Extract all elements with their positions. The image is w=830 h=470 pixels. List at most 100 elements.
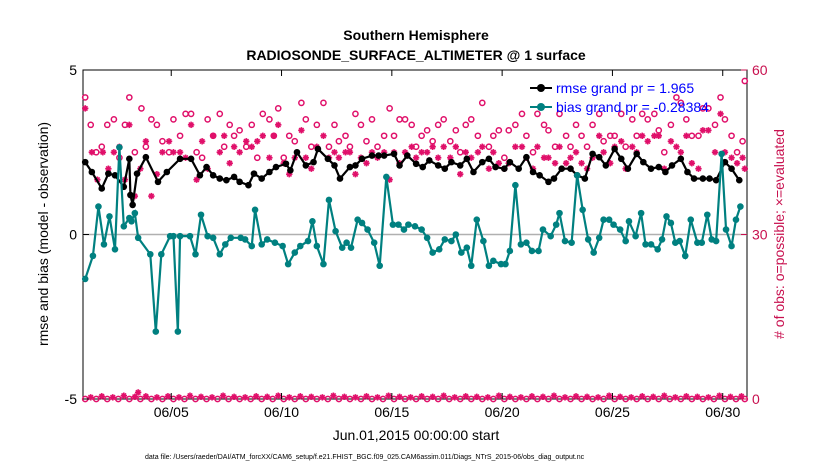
rmse-point-9 bbox=[133, 170, 141, 177]
obs-possible-marker-33 bbox=[266, 116, 273, 123]
obs-evaluated-marker-103-stroke-3 bbox=[651, 132, 658, 139]
bias-point-21 bbox=[197, 211, 205, 219]
obs-evaluated-bottom-marker-2 bbox=[109, 394, 116, 401]
obs-possible-marker-52 bbox=[368, 116, 376, 123]
obs-evaluated-marker-120 bbox=[741, 165, 748, 172]
obs-evaluated-bottom-marker-58-stroke-3 bbox=[716, 392, 723, 399]
obs-evaluated-marker-34-stroke-3 bbox=[271, 132, 277, 139]
obs-possible-bottom-marker-33 bbox=[445, 395, 453, 403]
bias-point-64 bbox=[452, 231, 460, 238]
rmse-point-23 bbox=[250, 170, 258, 177]
rmse-point-4 bbox=[111, 171, 119, 179]
obs-evaluated-marker-17-stroke-3 bbox=[177, 149, 183, 156]
obs-possible-marker-17 bbox=[176, 132, 184, 140]
bias-point-114 bbox=[718, 150, 725, 158]
obs-evaluated-marker-68 bbox=[457, 170, 464, 178]
obs-possible-marker-61 bbox=[418, 132, 425, 140]
rmse-point-62 bbox=[536, 171, 543, 179]
obs-evaluated-bottom-marker-37 bbox=[484, 394, 491, 401]
obs-evaluated-marker-66-stroke-3 bbox=[447, 154, 454, 161]
rmse-point-32 bbox=[314, 145, 322, 153]
rmse-point-7 bbox=[127, 191, 134, 199]
obs-evaluated-marker-71 bbox=[474, 149, 482, 156]
obs-evaluated-marker-25-stroke-3 bbox=[221, 132, 227, 139]
obs-evaluated-bottom-marker-13 bbox=[219, 392, 227, 399]
bias-point-0 bbox=[81, 275, 89, 283]
obs-evaluated-marker-41 bbox=[308, 165, 315, 172]
obs-evaluated-marker-112 bbox=[699, 127, 707, 134]
bias-point-73 bbox=[502, 260, 509, 268]
obs-possible-marker-120 bbox=[741, 77, 749, 85]
bias-point-43 bbox=[332, 227, 339, 235]
obs-evaluated-marker-97 bbox=[618, 138, 625, 145]
bias-point-80 bbox=[539, 226, 547, 233]
obs-evaluated-bottom-marker-38-stroke-3 bbox=[496, 392, 502, 399]
obs-evaluated-marker-89-stroke-3 bbox=[573, 149, 579, 156]
obs-possible-marker-28 bbox=[236, 126, 243, 134]
obs-possible-bottom-marker-2 bbox=[103, 395, 111, 403]
obs-evaluated-marker-34 bbox=[270, 132, 278, 139]
obs-evaluated-marker-33-stroke-3 bbox=[266, 154, 273, 161]
bias-point-90 bbox=[595, 234, 603, 242]
obs-evaluated-marker-1 bbox=[88, 149, 96, 156]
obs-possible-bottom-marker-3 bbox=[114, 395, 122, 403]
obs-possible-marker-42 bbox=[313, 121, 321, 129]
obs-evaluated-bottom-marker-10 bbox=[186, 392, 194, 399]
rmse-point-46 bbox=[419, 163, 427, 171]
obs-possible-bottom-marker-55 bbox=[688, 395, 696, 403]
bias-point-19 bbox=[186, 232, 194, 240]
y-tick-label: 5 bbox=[69, 62, 77, 78]
bias-point-69 bbox=[480, 237, 487, 245]
obs-evaluated-marker-116 bbox=[721, 149, 729, 156]
obs-evaluated-bottom-marker-25-stroke-3 bbox=[352, 394, 359, 401]
obs-evaluated-bottom-marker-8-stroke-3 bbox=[165, 393, 171, 400]
rmse-point-76 bbox=[640, 158, 647, 166]
obs-possible-marker-93 bbox=[595, 110, 603, 118]
obs-evaluated-bottom-marker-0 bbox=[87, 394, 94, 401]
obs-evaluated-marker-48 bbox=[346, 149, 354, 156]
rmse-point-88 bbox=[728, 165, 735, 172]
y-axis-label-right: # of obs: o=possible; ×=evaluated bbox=[771, 129, 787, 339]
bias-point-3 bbox=[100, 241, 108, 248]
obs-evaluated-bottom-marker-56 bbox=[694, 393, 701, 401]
rmse-point-52 bbox=[463, 155, 471, 163]
bias-point-84 bbox=[561, 237, 569, 245]
obs-possible-marker-115 bbox=[717, 94, 724, 101]
obs-evaluated-marker-64 bbox=[434, 154, 442, 161]
obs-possible-bottom-marker-29 bbox=[401, 395, 409, 403]
rmse-point-73 bbox=[617, 155, 625, 163]
obs-evaluated-marker-94-stroke-3 bbox=[600, 149, 607, 156]
obs-possible-marker-75 bbox=[495, 126, 503, 134]
obs-evaluated-bottom-marker-19 bbox=[286, 394, 293, 401]
obs-possible-marker-26 bbox=[226, 121, 234, 129]
obs-evaluated-marker-29 bbox=[243, 138, 250, 145]
obs-evaluated-bottom-marker-45-stroke-3 bbox=[573, 393, 579, 400]
obs-possible-bottom-marker-22 bbox=[324, 395, 332, 403]
rmse-point-24 bbox=[258, 175, 265, 182]
obs-evaluated-bottom-marker-10-stroke-3 bbox=[187, 392, 193, 399]
bias-point-35 bbox=[284, 260, 292, 268]
obs-possible-marker-27 bbox=[230, 132, 238, 140]
bias-point-7 bbox=[120, 222, 128, 230]
rmse-point-22 bbox=[245, 181, 252, 189]
obs-possible-bottom-marker-44 bbox=[567, 395, 574, 403]
obs-evaluated-bottom-marker-17-stroke-3 bbox=[264, 394, 271, 400]
obs-evaluated-marker-85-stroke-3 bbox=[552, 160, 558, 167]
obs-possible-marker-91 bbox=[583, 143, 591, 151]
obs-possible-marker-58 bbox=[401, 116, 409, 123]
rmse-point-83 bbox=[690, 175, 698, 182]
rmse-point-30 bbox=[302, 162, 310, 169]
bias-point-89 bbox=[590, 249, 597, 256]
rmse-point-21 bbox=[236, 178, 243, 186]
obs-possible-marker-51 bbox=[363, 137, 370, 145]
obs-evaluated-marker-73 bbox=[485, 165, 493, 172]
obs-possible-marker-37 bbox=[285, 132, 293, 140]
obs-evaluated-bottom-marker-7-stroke-3 bbox=[154, 394, 160, 401]
rmse-point-86 bbox=[712, 176, 720, 184]
rmse-point-45 bbox=[412, 160, 420, 168]
obs-evaluated-marker-85 bbox=[551, 160, 559, 167]
obs-evaluated-marker-39-stroke-3 bbox=[298, 127, 305, 134]
obs-possible-marker-44 bbox=[325, 143, 333, 151]
bias-point-50 bbox=[370, 239, 378, 247]
obs-evaluated-marker-67-stroke-3 bbox=[453, 143, 459, 150]
